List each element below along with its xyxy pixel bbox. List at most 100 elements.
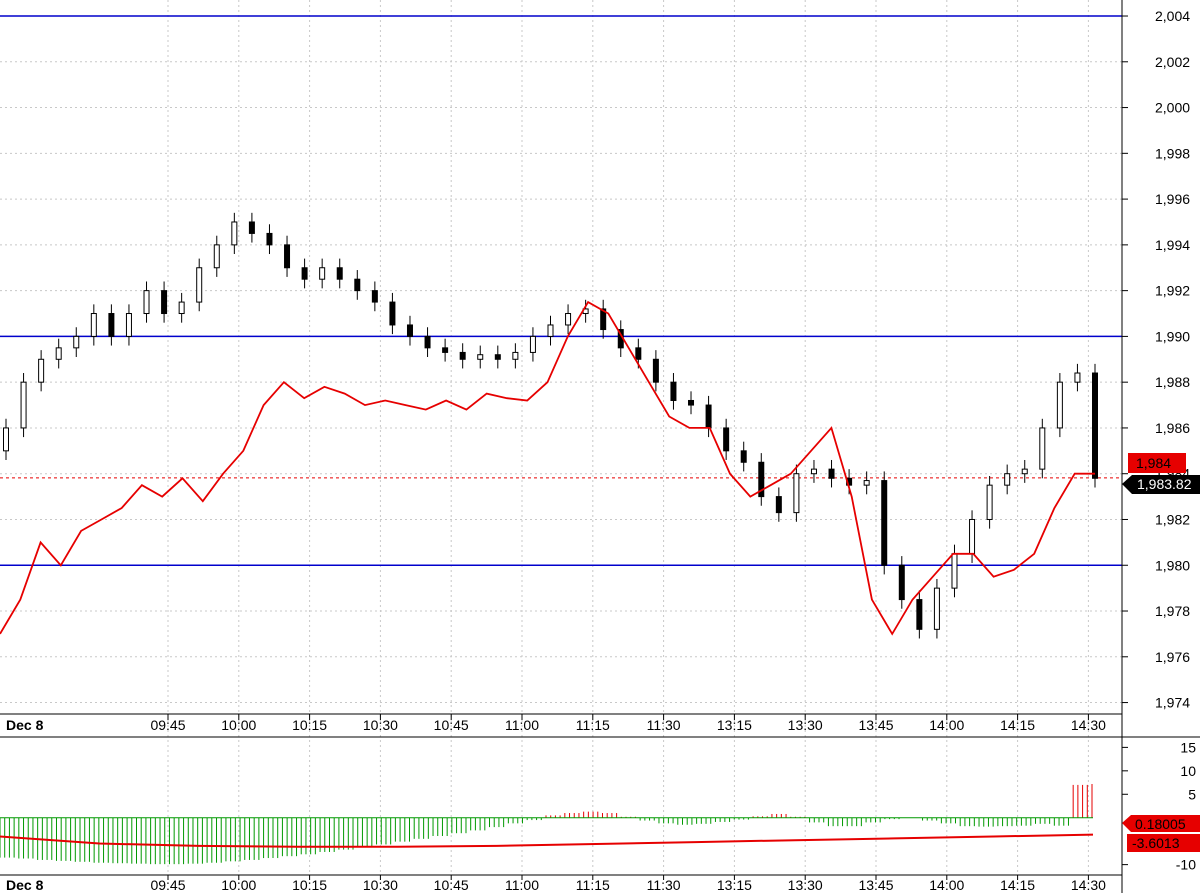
x-tick-label: 10:45 — [434, 717, 469, 733]
candle-body — [881, 480, 888, 566]
lower-y-tick-label: 5 — [1188, 786, 1196, 802]
candle-body — [1039, 427, 1046, 470]
candle-body — [3, 427, 9, 452]
x-tick-label: 14:15 — [1000, 717, 1035, 733]
candle-body — [73, 335, 80, 349]
indicator-tag-top — [1122, 815, 1200, 832]
x-tick-label: 13:30 — [788, 717, 823, 733]
x-tick-label-lower: 13:15 — [717, 877, 752, 893]
date-label-lower: Dec 8 — [6, 877, 44, 893]
date-label-upper: Dec 8 — [6, 717, 44, 733]
grid-lines — [0, 0, 1122, 875]
last-price-tag-text: 1,984 — [1136, 455, 1171, 471]
candle-body — [354, 278, 361, 292]
candle-body — [231, 221, 238, 246]
y-tick-label: 1,982 — [1155, 511, 1190, 527]
candle-body — [301, 267, 308, 280]
x-tick-label: 11:15 — [576, 717, 610, 733]
candle-body — [108, 313, 115, 337]
indicator-tag-bottom — [1127, 834, 1200, 852]
indicator-tag-bottom-text: -3.6013 — [1132, 835, 1180, 851]
candle-body — [178, 301, 185, 315]
candle-body — [459, 351, 466, 360]
x-tick-label: 14:00 — [929, 717, 964, 733]
x-tick-label-lower: 10:30 — [363, 877, 398, 893]
candle-body — [424, 335, 431, 349]
candle-body — [38, 358, 45, 383]
y-tick-label: 1,978 — [1155, 603, 1190, 619]
candle-body — [371, 290, 378, 303]
candle-body — [284, 244, 291, 269]
current-price-tag — [1122, 475, 1200, 494]
x-tick-label-lower: 11:15 — [576, 877, 610, 893]
price-tags: 1,984 1,983.82 0.18005 -3.6013 — [1122, 453, 1200, 852]
lower-y-tick-label: -10 — [1176, 857, 1196, 873]
lower-indicator-panel: 15 10 5 -10 — [0, 739, 1196, 873]
y-tick-label: 1,994 — [1155, 237, 1190, 253]
candle-body — [266, 232, 273, 246]
x-tick-label-lower: 10:00 — [221, 877, 256, 893]
lower-y-tick-label: 15 — [1180, 739, 1196, 755]
candle-body — [758, 461, 765, 498]
candle-body — [775, 496, 782, 514]
x-tick-label-lower: 10:15 — [292, 877, 327, 893]
candle-body — [828, 468, 835, 479]
candle-body — [512, 351, 519, 360]
x-tick-label: 10:30 — [363, 717, 398, 733]
x-tick-label-lower: 11:00 — [505, 877, 539, 893]
candle-body — [442, 347, 449, 353]
candle-body — [969, 518, 976, 555]
indicator-tag-top-text: 0.18005 — [1135, 816, 1186, 832]
lower-red-line — [0, 833, 1094, 848]
y-tick-label: 1,996 — [1155, 191, 1190, 207]
x-tick-labels: 09:45 09:45 10:00 10:00 10:15 10:15 10:30 10:30… — [150, 714, 1106, 893]
x-tick-label: 13:45 — [858, 717, 893, 733]
x-tick-label-lower: 09:45 — [150, 877, 185, 893]
candle-body — [529, 335, 536, 353]
x-tick-label-lower: 10:45 — [434, 877, 469, 893]
candle-body — [723, 427, 730, 452]
x-tick-label: 10:15 — [292, 717, 327, 733]
candle-body — [951, 553, 958, 589]
candle-body — [933, 587, 940, 630]
x-tick-label-lower: 14:00 — [929, 877, 964, 893]
y-tick-label: 1,988 — [1155, 374, 1190, 390]
x-tick-label: 11:30 — [647, 717, 681, 733]
candle-body — [986, 484, 993, 520]
y-tick-label: 1,986 — [1155, 420, 1190, 436]
candle-body — [336, 267, 343, 280]
candle-body — [1074, 372, 1081, 383]
last-price-tag — [1128, 453, 1186, 473]
y-tick-label: 1,990 — [1155, 328, 1190, 344]
candle-body — [196, 267, 203, 303]
candle-body — [810, 468, 817, 475]
candle-body — [652, 358, 659, 383]
red-series-line — [0, 300, 1095, 636]
candle-body — [55, 347, 62, 360]
x-tick-label: 09:45 — [150, 717, 185, 733]
candle-body — [670, 381, 677, 401]
horizontal-level-lines — [0, 15, 1122, 566]
candlesticks — [3, 212, 1098, 639]
candle-body — [740, 450, 747, 463]
y-tick-label: 1,998 — [1155, 145, 1190, 161]
candle-body — [494, 354, 501, 360]
candle-body — [705, 404, 712, 429]
candle-body — [688, 399, 695, 406]
x-tick-label: 13:15 — [717, 717, 752, 733]
lower-y-tick-label: 10 — [1180, 763, 1196, 779]
candle-body — [143, 290, 150, 315]
current-price-tag-text: 1,983.82 — [1137, 476, 1192, 492]
candle-body — [1092, 372, 1098, 479]
candle-body — [319, 267, 326, 280]
candle-body — [1021, 468, 1028, 475]
candle-body — [389, 301, 396, 326]
y-tick-label: 1,976 — [1155, 649, 1190, 665]
candle-body — [863, 480, 870, 486]
y-tick-label: 2,002 — [1155, 54, 1190, 70]
candle-body — [477, 354, 484, 360]
candle-body — [20, 381, 27, 429]
